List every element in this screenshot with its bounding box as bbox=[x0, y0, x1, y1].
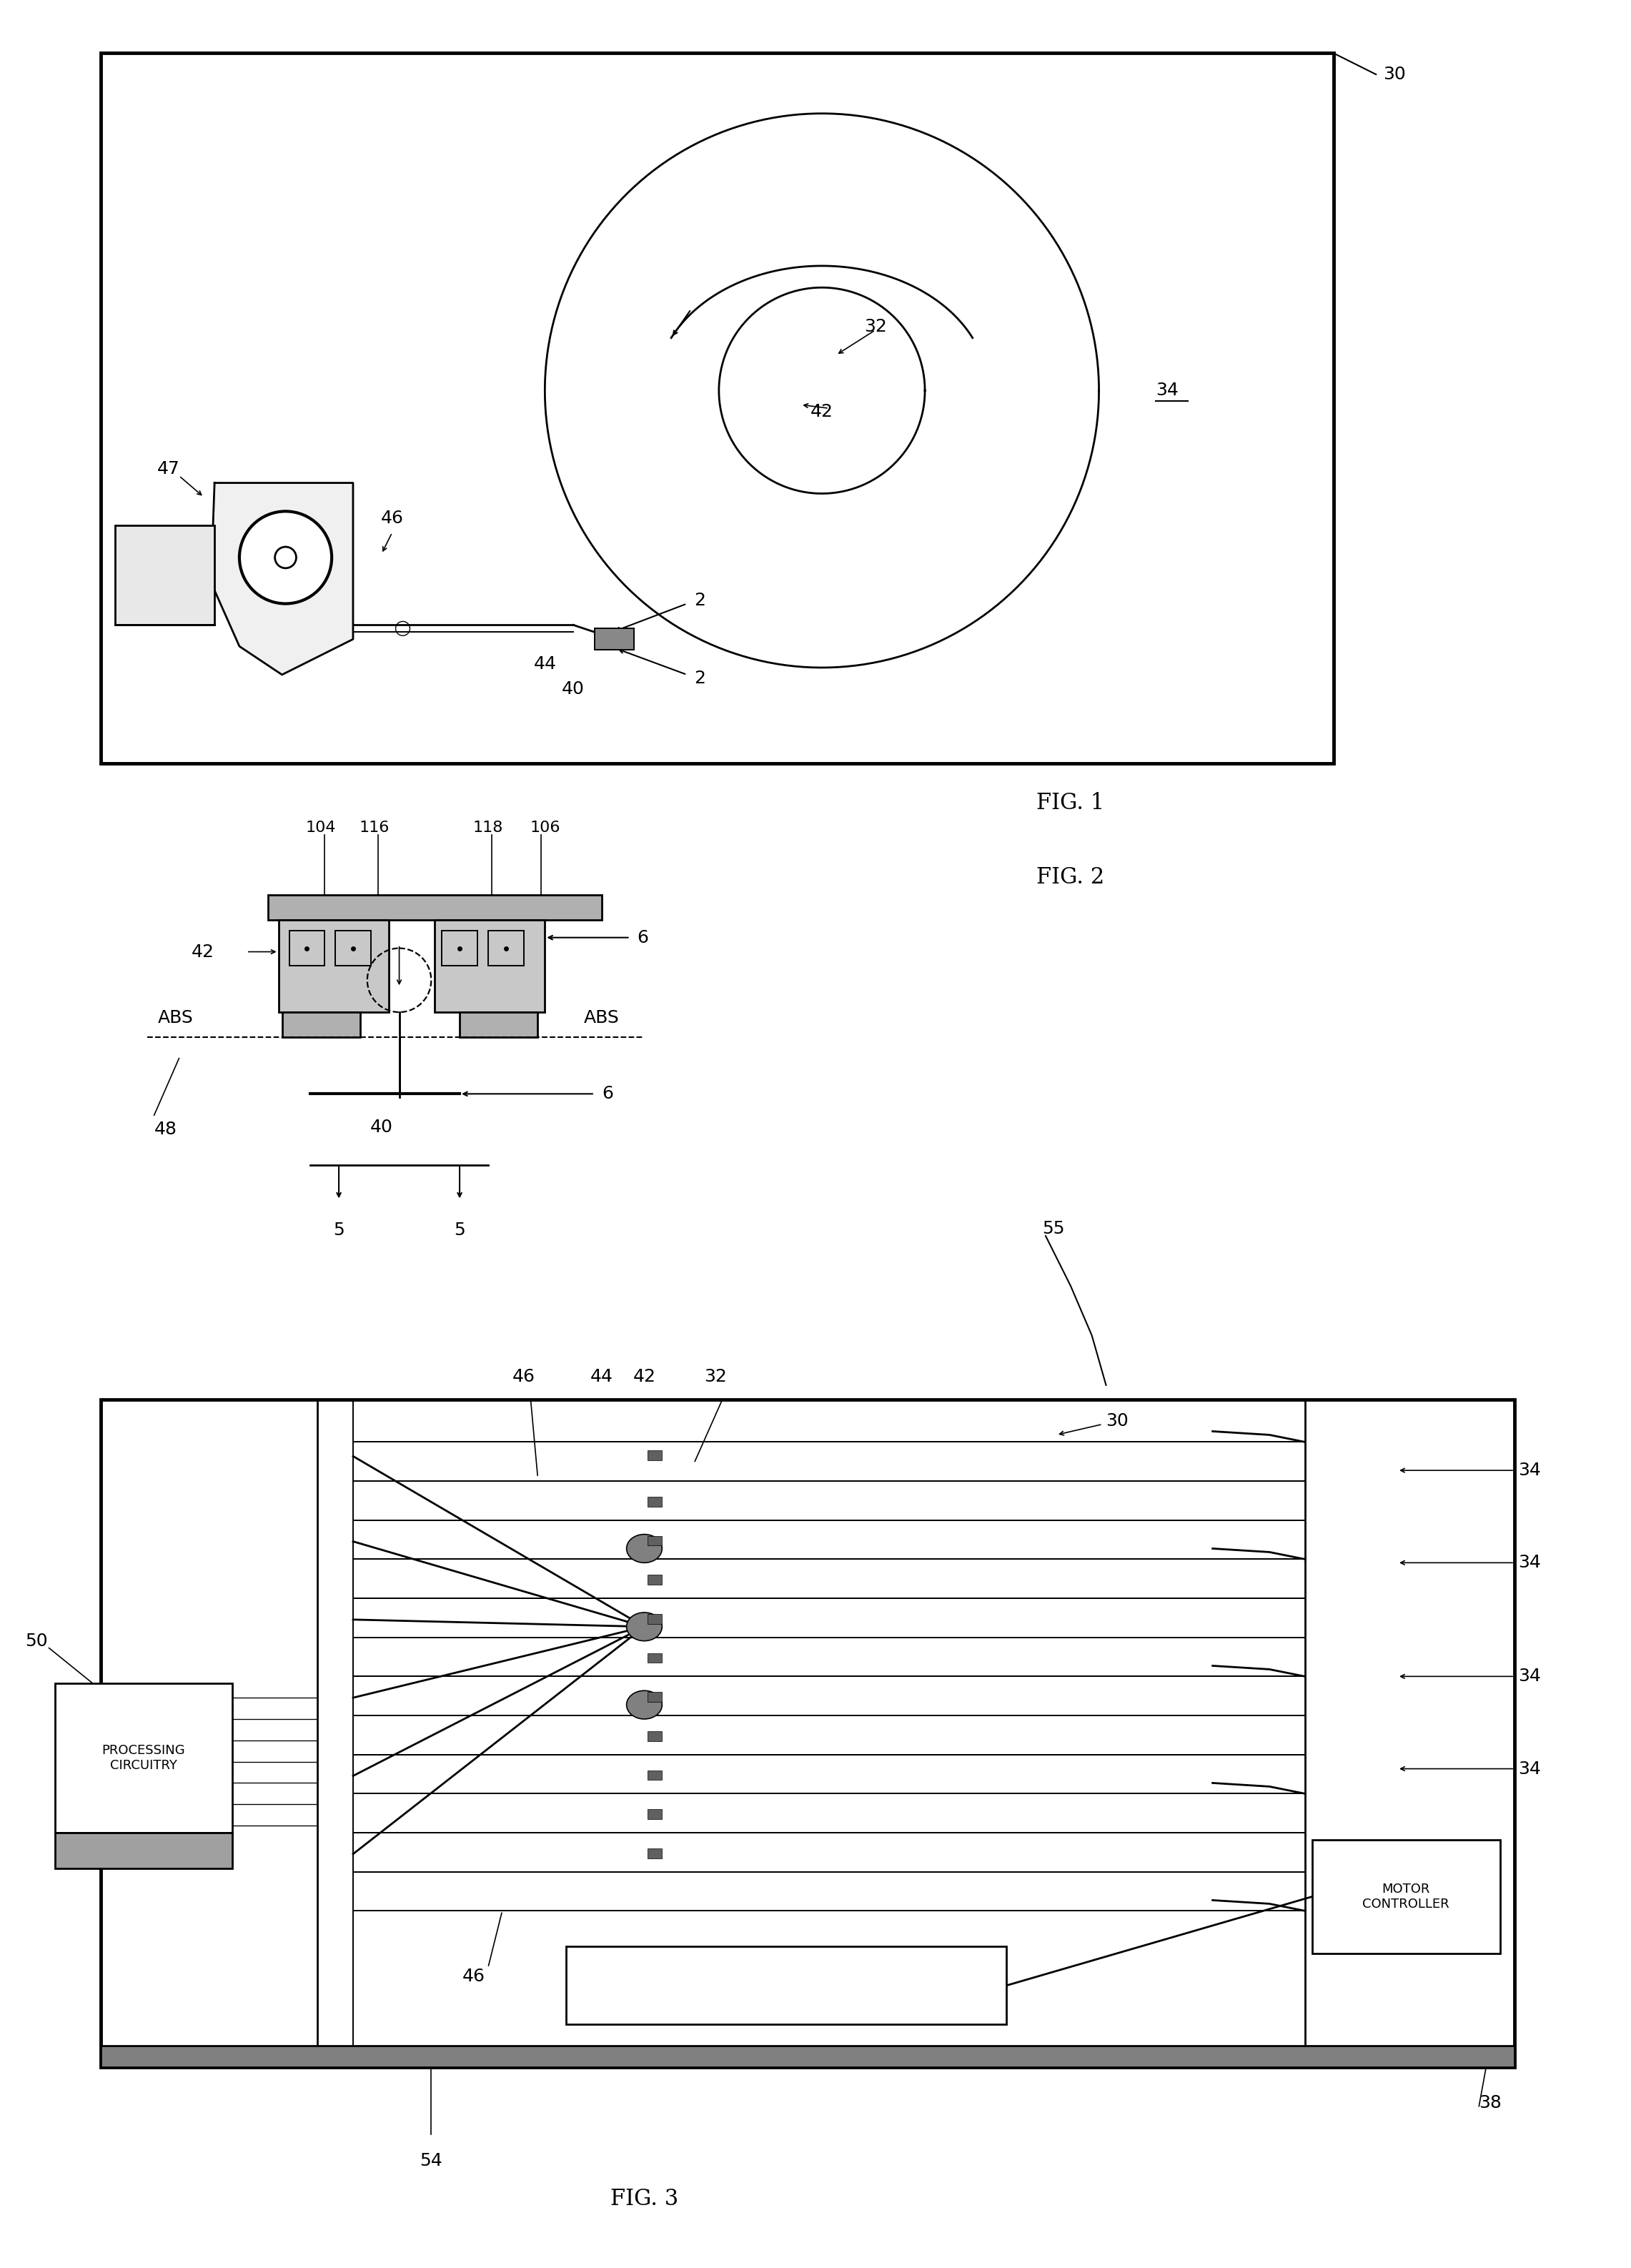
Text: 47: 47 bbox=[157, 460, 179, 476]
Text: 40: 40 bbox=[370, 1118, 393, 1136]
Bar bbox=[460, 1012, 538, 1036]
Text: 34: 34 bbox=[1156, 381, 1179, 399]
Ellipse shape bbox=[626, 1613, 662, 1640]
Text: 36: 36 bbox=[775, 1978, 798, 1994]
Bar bbox=[488, 930, 524, 966]
Text: 6: 6 bbox=[638, 930, 649, 946]
Bar bbox=[267, 896, 602, 921]
Bar bbox=[648, 1452, 662, 1461]
Bar bbox=[648, 1848, 662, 1857]
Bar bbox=[648, 1615, 662, 1624]
Bar bbox=[336, 930, 370, 966]
Bar bbox=[648, 1497, 662, 1506]
Polygon shape bbox=[210, 483, 352, 674]
Text: ABS: ABS bbox=[584, 1009, 620, 1027]
Text: 54: 54 bbox=[419, 2152, 442, 2170]
Text: 5: 5 bbox=[333, 1222, 344, 1238]
Circle shape bbox=[276, 547, 297, 569]
Text: 2: 2 bbox=[695, 592, 706, 608]
Bar bbox=[289, 930, 325, 966]
Bar bbox=[101, 2046, 1515, 2066]
Text: 34: 34 bbox=[1518, 1667, 1541, 1685]
Bar bbox=[442, 930, 478, 966]
Text: 42: 42 bbox=[811, 404, 833, 420]
Text: 106: 106 bbox=[530, 821, 559, 835]
Text: 104: 104 bbox=[307, 821, 336, 835]
Bar bbox=[648, 1574, 662, 1585]
Text: 34: 34 bbox=[1518, 1760, 1541, 1778]
Text: FIG. 3: FIG. 3 bbox=[610, 2189, 678, 2209]
Text: 34: 34 bbox=[1518, 1463, 1541, 1479]
Text: 46: 46 bbox=[512, 1368, 535, 1386]
Text: 42: 42 bbox=[192, 943, 215, 959]
Text: 55: 55 bbox=[1042, 1220, 1065, 1238]
Bar bbox=[101, 1399, 1515, 2066]
Bar bbox=[648, 1810, 662, 1819]
Bar bbox=[566, 1946, 1006, 2025]
Bar bbox=[595, 628, 634, 651]
Text: ABS: ABS bbox=[158, 1009, 192, 1027]
Ellipse shape bbox=[626, 1690, 662, 1719]
Text: 118: 118 bbox=[473, 821, 502, 835]
Bar bbox=[648, 1692, 662, 1701]
Bar bbox=[648, 1653, 662, 1662]
Bar bbox=[101, 52, 1334, 764]
Text: 34: 34 bbox=[1518, 1554, 1541, 1572]
Text: 5: 5 bbox=[453, 1222, 465, 1238]
Text: 30: 30 bbox=[1106, 1413, 1129, 1429]
Ellipse shape bbox=[626, 1535, 662, 1563]
Text: 44: 44 bbox=[533, 655, 556, 674]
Text: 40: 40 bbox=[561, 680, 584, 699]
Text: 48: 48 bbox=[155, 1120, 178, 1139]
Text: 30: 30 bbox=[1383, 66, 1406, 84]
Bar bbox=[1311, 1839, 1501, 1953]
Bar bbox=[648, 1730, 662, 1742]
Bar bbox=[116, 526, 215, 626]
Text: 38: 38 bbox=[1479, 2093, 1502, 2112]
Text: 46: 46 bbox=[462, 1969, 486, 1984]
Bar bbox=[648, 1771, 662, 1780]
Text: 42: 42 bbox=[633, 1368, 656, 1386]
Bar bbox=[435, 921, 545, 1012]
Text: FIG. 1: FIG. 1 bbox=[1036, 792, 1104, 814]
Text: FIG. 2: FIG. 2 bbox=[1036, 866, 1104, 889]
Circle shape bbox=[240, 510, 331, 603]
Bar bbox=[648, 1535, 662, 1547]
Bar bbox=[282, 1012, 360, 1036]
Text: 32: 32 bbox=[864, 318, 887, 336]
Text: 116: 116 bbox=[359, 821, 390, 835]
Bar bbox=[279, 921, 388, 1012]
Bar bbox=[55, 1833, 232, 1869]
Text: 46: 46 bbox=[380, 510, 403, 526]
Text: 44: 44 bbox=[590, 1368, 613, 1386]
Text: 50: 50 bbox=[24, 1633, 47, 1649]
Bar bbox=[55, 1683, 232, 1833]
Text: 2: 2 bbox=[695, 669, 706, 687]
Text: MOTOR
CONTROLLER: MOTOR CONTROLLER bbox=[1362, 1882, 1450, 1910]
Text: 6: 6 bbox=[602, 1086, 613, 1102]
Text: 32: 32 bbox=[705, 1368, 727, 1386]
Text: PROCESSING
CIRCUITRY: PROCESSING CIRCUITRY bbox=[101, 1744, 186, 1771]
